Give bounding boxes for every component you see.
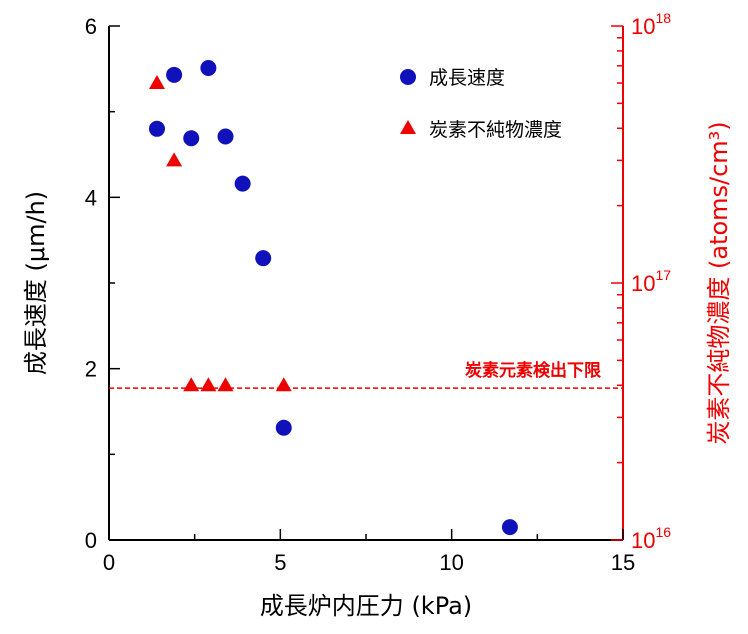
- growth-rate-point: [234, 175, 251, 192]
- y-axis-title: 成長速度 (μm/h): [22, 191, 50, 375]
- carbon-concentration-point: [148, 75, 165, 90]
- x-tick-label: 5: [274, 550, 286, 575]
- x-tick-label: 0: [103, 550, 115, 575]
- growth-rate-point: [200, 59, 217, 76]
- carbon-concentration-point: [166, 152, 183, 167]
- y-tick-label: 2: [85, 357, 97, 382]
- legend-marker-carbon: [400, 120, 416, 134]
- x-axis-title: 成長炉内圧力 (kPa): [260, 592, 472, 620]
- growth-rate-point: [217, 128, 234, 145]
- y-tick-label: 0: [85, 528, 97, 553]
- legend-label-carbon: 炭素不純物濃度: [429, 119, 562, 141]
- carbon-concentration-point: [183, 377, 200, 392]
- y2-tick-label: 1017: [631, 267, 671, 296]
- legend: 成長速度 炭素不純物濃度: [400, 67, 562, 141]
- y-tick-label: 4: [85, 185, 97, 210]
- y2-tick-label: 1016: [631, 524, 671, 553]
- reference-line-group: 炭素元素検出下限: [109, 360, 623, 389]
- reference-line-label: 炭素元素検出下限: [465, 360, 601, 381]
- y2-tick-label: 1018: [631, 10, 671, 39]
- data-marks: [148, 59, 518, 536]
- y2-tick-exponent: 18: [655, 10, 671, 26]
- y2-tick-base: 10: [631, 528, 655, 553]
- growth-rate-point: [275, 419, 292, 436]
- y2-tick-exponent: 17: [655, 267, 671, 283]
- carbon-concentration-point: [217, 377, 234, 392]
- x-tick-label: 15: [611, 550, 635, 575]
- y2-axis-title: 炭素不純物濃度 (atoms/cm³): [705, 121, 733, 444]
- growth-rate-point: [166, 66, 183, 83]
- y-tick-label: 6: [85, 14, 97, 39]
- carbon-concentration-point: [200, 377, 217, 392]
- y2-tick-base: 10: [631, 271, 655, 296]
- carbon-concentration-point: [275, 377, 292, 392]
- legend-label-growth: 成長速度: [429, 67, 505, 89]
- growth-rate-point: [183, 130, 200, 147]
- growth-rate-point: [255, 250, 272, 267]
- growth-rate-point: [501, 519, 518, 536]
- growth-rate-point: [148, 120, 165, 137]
- y2-tick-base: 10: [631, 14, 655, 39]
- legend-marker-growth: [400, 69, 416, 85]
- ticks: [108, 25, 624, 541]
- x-tick-label: 10: [439, 550, 463, 575]
- axes: [108, 26, 624, 541]
- y2-tick-exponent: 16: [655, 524, 671, 540]
